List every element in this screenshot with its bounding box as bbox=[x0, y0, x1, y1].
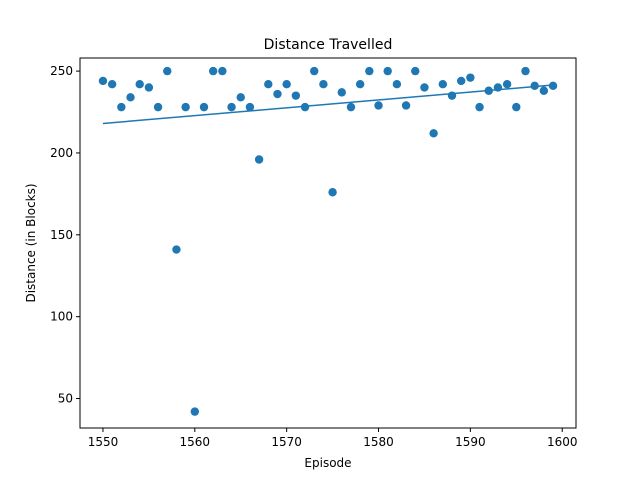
data-point bbox=[218, 66, 227, 76]
data-point bbox=[337, 88, 346, 97]
y-tick-label: 50 bbox=[58, 392, 73, 406]
data-point bbox=[346, 102, 356, 112]
data-point bbox=[208, 66, 218, 76]
data-point bbox=[493, 83, 503, 92]
axes-frame bbox=[79, 57, 577, 429]
data-point bbox=[539, 86, 549, 95]
data-point bbox=[392, 79, 402, 89]
data-point bbox=[401, 101, 411, 110]
x-axis-label: Episode bbox=[304, 456, 351, 470]
data-point bbox=[466, 73, 475, 82]
y-axis-ticks: 50 100 150 200 250 bbox=[50, 64, 80, 406]
data-point bbox=[264, 79, 273, 89]
x-tick-label: 1550 bbox=[88, 435, 119, 449]
data-point bbox=[199, 102, 209, 112]
data-point bbox=[273, 89, 282, 99]
data-point bbox=[245, 102, 255, 112]
data-point bbox=[365, 66, 374, 76]
data-point bbox=[420, 83, 429, 92]
x-axis-ticks: 1550 1560 1570 1580 1590 1600 bbox=[88, 428, 578, 449]
data-point bbox=[475, 102, 484, 112]
data-point bbox=[456, 76, 466, 86]
data-point bbox=[300, 102, 310, 112]
data-point bbox=[502, 79, 512, 89]
data-point bbox=[254, 155, 264, 164]
data-point bbox=[190, 407, 200, 416]
data-point bbox=[319, 79, 328, 89]
data-point bbox=[530, 81, 539, 91]
data-point bbox=[447, 91, 457, 100]
data-point bbox=[521, 66, 530, 76]
x-tick-label: 1560 bbox=[180, 435, 211, 449]
data-point bbox=[438, 79, 448, 89]
x-tick-label: 1570 bbox=[271, 435, 302, 449]
data-point bbox=[126, 93, 135, 102]
data-point bbox=[291, 91, 301, 100]
data-point bbox=[153, 102, 163, 112]
data-point bbox=[98, 76, 108, 86]
data-point bbox=[383, 66, 392, 76]
data-point bbox=[548, 81, 558, 91]
data-point bbox=[355, 79, 365, 89]
y-axis-label: Distance (in Blocks) bbox=[24, 183, 38, 302]
y-tick-label: 150 bbox=[50, 228, 73, 242]
x-tick-label: 1600 bbox=[547, 435, 578, 449]
chart-title: Distance Travelled bbox=[264, 37, 393, 53]
data-point bbox=[172, 245, 181, 254]
data-point bbox=[107, 79, 117, 89]
trend-line bbox=[102, 84, 554, 125]
x-tick-label: 1590 bbox=[455, 435, 486, 449]
data-point bbox=[484, 86, 493, 95]
data-point bbox=[163, 66, 172, 76]
data-point bbox=[411, 66, 420, 76]
data-point bbox=[227, 102, 236, 112]
plot-area bbox=[98, 66, 558, 416]
data-point bbox=[429, 129, 438, 138]
data-point bbox=[144, 83, 154, 92]
x-tick-label: 1580 bbox=[363, 435, 394, 449]
data-point bbox=[310, 66, 319, 76]
data-point bbox=[282, 79, 291, 89]
data-point bbox=[181, 102, 190, 112]
data-point bbox=[117, 102, 126, 112]
data-point bbox=[328, 188, 337, 197]
data-point bbox=[512, 102, 521, 112]
y-tick-label: 250 bbox=[50, 64, 73, 78]
data-point bbox=[135, 79, 144, 89]
y-tick-label: 200 bbox=[50, 146, 73, 160]
data-point bbox=[236, 93, 245, 102]
y-tick-label: 100 bbox=[50, 310, 73, 324]
data-point bbox=[374, 101, 383, 110]
